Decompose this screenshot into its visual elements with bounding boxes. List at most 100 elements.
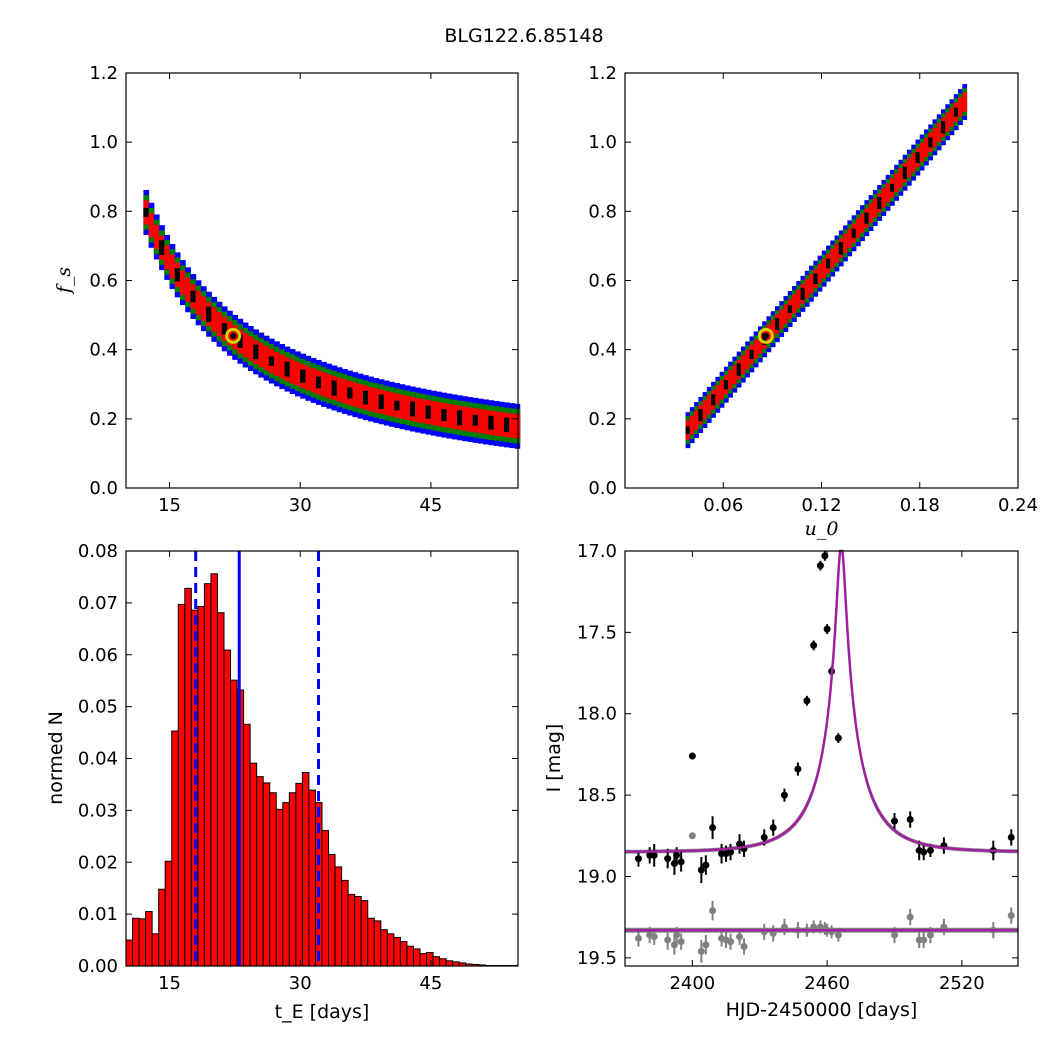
posterior-bin	[906, 157, 912, 178]
posterior-bin	[753, 339, 759, 360]
posterior-bin	[493, 411, 500, 436]
posterior-bin	[800, 287, 806, 300]
y-axis-label: f_s	[53, 267, 75, 296]
posterior-bin	[889, 183, 895, 192]
posterior-bin	[915, 152, 921, 163]
posterior-bin	[894, 173, 899, 193]
secondary-data-point	[634, 934, 642, 942]
posterior-bin	[159, 240, 165, 256]
histogram-bar	[164, 860, 173, 967]
posterior-bin	[936, 122, 942, 142]
secondary-data-point	[673, 931, 681, 939]
secondary-data-point	[727, 938, 735, 946]
posterior-bin	[373, 388, 380, 413]
histogram-bar	[256, 776, 264, 967]
x-tick-label: 0.18	[900, 495, 940, 516]
y-tick-label: 0.6	[588, 271, 617, 292]
histogram-bar	[380, 929, 388, 967]
data-point	[926, 846, 934, 854]
data-point	[709, 824, 717, 832]
model-uncertainty-band	[625, 551, 1018, 854]
posterior-bin	[740, 354, 746, 375]
histogram-bar	[249, 762, 258, 967]
secondary-data-point	[834, 931, 842, 939]
posterior-bin	[321, 372, 327, 397]
secondary-data-point	[702, 941, 710, 949]
y-tick-label: 0.02	[78, 852, 118, 873]
panel-fs-vs-te: 15 30 45 0.0 0.2 0.4 0.6 0.8 1.0 1.2 f_s	[53, 63, 521, 516]
y-tick-label: 0.03	[78, 800, 118, 821]
posterior-bin	[415, 397, 421, 423]
histogram-bar	[210, 573, 218, 967]
posterior-bin	[821, 258, 827, 279]
data-point	[920, 848, 928, 856]
posterior-bin	[153, 224, 160, 250]
secondary-data-point	[890, 931, 898, 939]
histogram-bar	[432, 956, 441, 967]
posterior-bin	[404, 395, 411, 420]
best-fit-marker	[225, 327, 242, 344]
posterior-bin	[472, 414, 479, 426]
histogram-bar	[184, 587, 192, 967]
posterior-bin	[826, 258, 831, 269]
y-tick-label: 0.4	[89, 340, 118, 361]
posterior-bin	[868, 203, 874, 223]
histogram-bar	[282, 802, 290, 967]
posterior-bin	[368, 386, 374, 412]
data-point	[794, 765, 802, 773]
histogram-bar	[367, 917, 375, 967]
histogram-bar	[341, 879, 349, 967]
posterior-bin	[732, 364, 738, 385]
posterior-bin	[436, 402, 442, 427]
posterior-bin	[457, 410, 463, 426]
posterior-bin	[425, 405, 432, 419]
histogram-bar	[269, 792, 277, 967]
posterior-bin	[855, 218, 861, 238]
posterior-bin	[945, 112, 951, 132]
posterior-bin	[702, 400, 708, 420]
x-axis-label: u_0	[805, 518, 839, 540]
posterior-bin	[851, 228, 857, 238]
data-point	[650, 851, 658, 859]
posterior-bin	[477, 409, 484, 434]
data-point	[727, 848, 735, 856]
y-tick-label: 0.00	[78, 956, 118, 977]
data-point	[673, 851, 681, 859]
data-point	[664, 855, 672, 863]
x-tick-label: 30	[289, 973, 312, 994]
posterior-bin	[383, 390, 390, 416]
posterior-bin	[195, 290, 202, 315]
posterior-bin	[190, 290, 197, 303]
posterior-bin	[911, 152, 916, 173]
data-point	[803, 697, 811, 705]
data-point	[1007, 833, 1015, 841]
y-tick-label: 0.8	[588, 201, 617, 222]
posterior-bin	[728, 369, 733, 390]
posterior-bin	[164, 245, 171, 270]
posterior-bin	[919, 142, 925, 163]
posterior-bin	[834, 243, 840, 264]
histogram-bar	[334, 866, 343, 967]
x-tick-label: 15	[158, 973, 181, 994]
y-tick-label: 19.5	[577, 948, 617, 969]
histogram-bar	[216, 612, 225, 967]
histogram-bar	[399, 941, 408, 967]
posterior-bin	[268, 356, 275, 366]
histogram-bar	[158, 888, 166, 967]
posterior-bin	[898, 168, 904, 188]
posterior-bin	[263, 346, 270, 371]
posterior-bin	[749, 349, 755, 360]
posterior-bin	[766, 324, 772, 344]
posterior-bin	[694, 410, 699, 430]
secondary-data-point	[1007, 912, 1015, 920]
posterior-bin	[792, 294, 797, 314]
posterior-bin	[779, 309, 785, 329]
posterior-bin	[143, 207, 150, 218]
secondary-data-point	[740, 942, 748, 950]
x-axis-label: HJD-2450000 [days]	[726, 999, 918, 1021]
histogram-bar	[452, 961, 460, 967]
data-point	[634, 855, 642, 863]
data-point	[677, 858, 685, 866]
posterior-bin	[180, 270, 186, 295]
